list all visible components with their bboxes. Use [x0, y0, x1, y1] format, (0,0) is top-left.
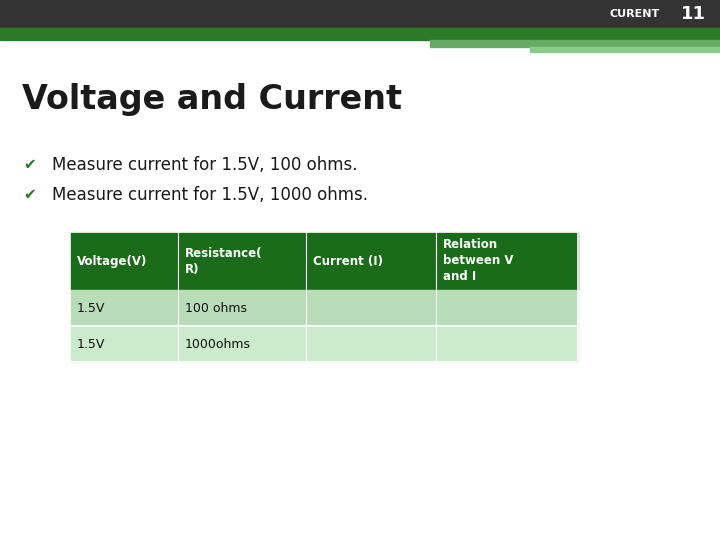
Bar	[436, 290, 578, 326]
Bar	[70, 232, 178, 290]
Bar	[530, 47, 720, 52]
Text: 11: 11	[681, 5, 706, 23]
Bar	[430, 40, 720, 47]
Bar	[0, 0, 720, 28]
Bar	[178, 326, 306, 362]
Bar	[306, 232, 436, 290]
Text: Measure current for 1.5V, 100 ohms.: Measure current for 1.5V, 100 ohms.	[52, 156, 358, 174]
Text: Voltage(V): Voltage(V)	[77, 254, 148, 267]
Text: Relation
between V
and I: Relation between V and I	[443, 239, 513, 284]
Bar	[178, 232, 306, 290]
Text: 1000ohms: 1000ohms	[185, 338, 251, 350]
Text: 1.5V: 1.5V	[77, 301, 105, 314]
Bar	[0, 28, 720, 40]
Bar	[436, 326, 578, 362]
Bar	[306, 290, 436, 326]
Text: ✔: ✔	[24, 187, 37, 202]
Text: Current (I): Current (I)	[313, 254, 383, 267]
Bar	[70, 326, 178, 362]
Text: 1.5V: 1.5V	[77, 338, 105, 350]
Bar	[178, 290, 306, 326]
Bar	[70, 290, 178, 326]
Bar	[306, 326, 436, 362]
Bar	[70, 232, 578, 362]
Text: CURENT: CURENT	[610, 9, 660, 19]
Text: Voltage and Current: Voltage and Current	[22, 84, 402, 117]
Text: Resistance(
R): Resistance( R)	[185, 246, 263, 275]
Text: ✔: ✔	[24, 158, 37, 172]
Bar	[436, 232, 578, 290]
Text: Measure current for 1.5V, 1000 ohms.: Measure current for 1.5V, 1000 ohms.	[52, 186, 368, 204]
Text: 100 ohms: 100 ohms	[185, 301, 247, 314]
